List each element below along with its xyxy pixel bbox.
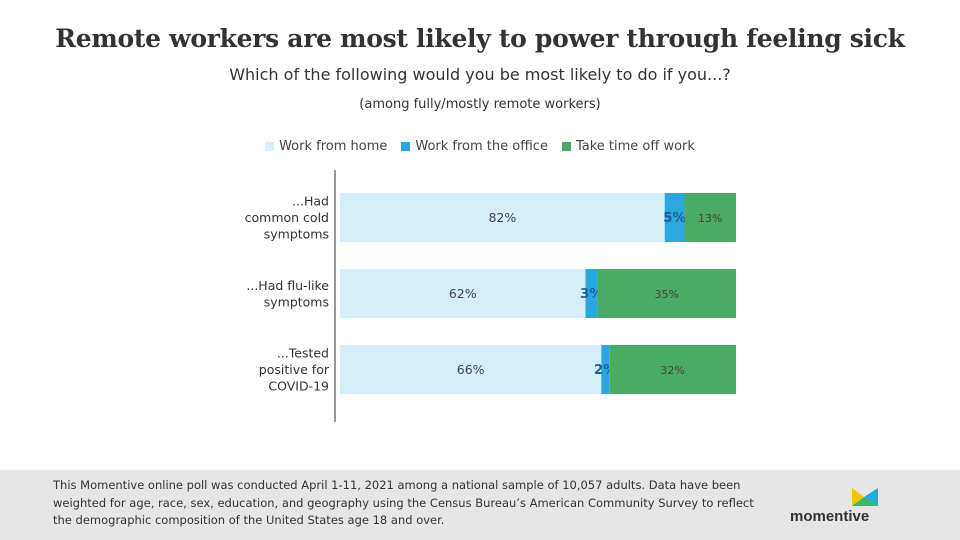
methodology-footnote: This Momentive online poll was conducted… xyxy=(53,478,754,527)
bar-segment-work-from-home xyxy=(340,193,665,242)
category-label: ...Had common cold symptoms xyxy=(245,194,329,242)
chart-population-note: (among fully/mostly remote workers) xyxy=(359,97,601,112)
chart-subtitle: Which of the following would you be most… xyxy=(229,65,731,84)
legend-label-work-from-home: Work from home xyxy=(279,139,388,154)
data-label-work-from-home: 62% xyxy=(449,286,477,301)
bar-segment-work-from-home xyxy=(340,269,586,318)
category-label-line: ...Tested xyxy=(277,346,329,361)
data-label-work-from-home: 82% xyxy=(488,210,516,225)
legend-item-work-from-office: Work from the office xyxy=(401,139,548,154)
bar-segment-work-from-office xyxy=(585,269,598,318)
momentive-logo-mark xyxy=(852,488,878,506)
bar-segment-work-from-office xyxy=(664,193,685,242)
stacked-bar-chart: ...Had common cold symptoms 82% 5% 13% ...Had … xyxy=(245,170,736,422)
legend-swatch-take-time-off xyxy=(561,142,571,151)
category-label-line: positive for xyxy=(259,362,330,377)
momentive-logo: momentive xyxy=(790,488,890,528)
data-label-take-time-off: 32% xyxy=(660,364,684,377)
bar-segment-take-time-off xyxy=(609,345,736,394)
category-label-line: ...Had flu-like xyxy=(246,278,329,293)
data-label-work-from-office: 5% xyxy=(663,210,686,226)
momentive-logo-text: momentive xyxy=(790,508,870,525)
legend-label-work-from-office: Work from the office xyxy=(415,139,548,154)
category-label-line: COVID-19 xyxy=(268,379,329,394)
chart-title: Remote workers are most likely to power … xyxy=(55,24,905,53)
category-label: ...Tested positive for COVID-19 xyxy=(259,346,330,394)
data-label-take-time-off: 13% xyxy=(698,212,722,225)
category-label: ...Had flu-like symptoms xyxy=(246,278,329,310)
category-label-line: common cold xyxy=(245,210,329,225)
bar-segment-work-from-office xyxy=(601,345,610,394)
category-label-line: symptoms xyxy=(264,227,329,242)
bar-segment-take-time-off xyxy=(684,193,736,242)
legend-item-work-from-home: Work from home xyxy=(265,139,387,154)
category-label-line: ...Had xyxy=(292,194,329,209)
data-label-take-time-off: 35% xyxy=(654,288,678,301)
data-label-work-from-home: 66% xyxy=(457,362,485,377)
legend-swatch-work-from-home xyxy=(265,142,275,151)
legend-label-take-time-off: Take time off work xyxy=(575,139,695,154)
bar-segment-take-time-off xyxy=(597,269,736,318)
legend-swatch-work-from-office xyxy=(401,142,411,151)
bar-segment-work-from-home xyxy=(340,345,602,394)
chart-legend: Work from home Work from the office Take… xyxy=(0,139,960,154)
category-label-line: symptoms xyxy=(264,294,329,309)
footer-bar: This Momentive online poll was conducted… xyxy=(0,470,960,540)
legend-item-take-time-off: Take time off work xyxy=(561,139,695,154)
